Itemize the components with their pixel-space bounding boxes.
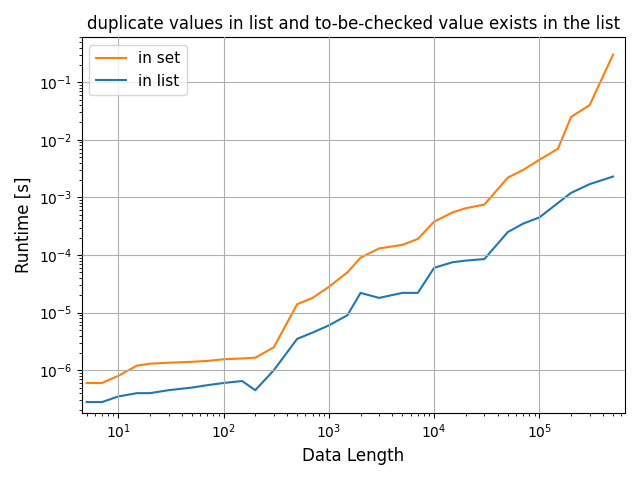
in set — [356, 255, 364, 261]
in set — [414, 236, 422, 242]
in list — [609, 174, 617, 180]
in set — [399, 242, 406, 248]
in set — [609, 52, 617, 58]
in set — [115, 373, 122, 379]
in list — [554, 200, 562, 206]
in list — [188, 384, 196, 390]
in set — [519, 167, 527, 173]
in list — [308, 330, 316, 336]
in set — [481, 202, 488, 207]
in list — [164, 387, 172, 393]
Y-axis label: Runtime [s]: Runtime [s] — [15, 177, 33, 274]
in list — [586, 181, 593, 187]
Line: in list: in list — [86, 177, 613, 402]
in list — [98, 399, 106, 405]
in list — [146, 390, 154, 396]
Line: in set: in set — [86, 55, 613, 383]
in set — [146, 361, 154, 367]
in set — [567, 114, 575, 120]
in set — [536, 157, 543, 163]
in list — [504, 229, 511, 235]
in list — [270, 367, 278, 373]
in set — [204, 358, 211, 364]
in set — [238, 356, 246, 361]
in list — [399, 290, 406, 296]
in list — [115, 394, 122, 399]
in set — [220, 356, 227, 362]
in set — [462, 205, 470, 211]
in list — [430, 265, 438, 271]
in set — [554, 146, 562, 152]
in set — [133, 363, 141, 369]
in list — [414, 290, 422, 296]
in list — [536, 215, 543, 220]
in list — [449, 259, 456, 265]
in list — [293, 336, 301, 342]
in set — [344, 269, 351, 275]
in set — [293, 301, 301, 307]
in list — [375, 295, 383, 301]
in list — [204, 382, 211, 388]
in list — [133, 390, 141, 396]
in list — [462, 258, 470, 264]
in list — [481, 256, 488, 262]
in set — [164, 360, 172, 366]
in set — [449, 209, 456, 215]
in set — [270, 345, 278, 350]
in set — [504, 175, 511, 180]
Legend: in set, in list: in set, in list — [90, 45, 187, 95]
in set — [98, 380, 106, 386]
in list — [344, 312, 351, 318]
Title: duplicate values in list and to-be-checked value exists in the list: duplicate values in list and to-be-check… — [87, 15, 620, 33]
in set — [586, 102, 593, 108]
in list — [567, 190, 575, 196]
in list — [238, 378, 246, 384]
in list — [252, 387, 259, 393]
X-axis label: Data Length: Data Length — [302, 447, 404, 465]
in set — [325, 284, 333, 290]
in list — [83, 399, 90, 405]
in list — [519, 221, 527, 227]
in list — [325, 323, 333, 328]
in set — [375, 246, 383, 252]
in list — [220, 380, 227, 386]
in set — [83, 380, 90, 386]
in list — [356, 290, 364, 296]
in set — [430, 219, 438, 225]
in set — [188, 359, 196, 365]
in set — [252, 355, 259, 360]
in set — [308, 295, 316, 301]
